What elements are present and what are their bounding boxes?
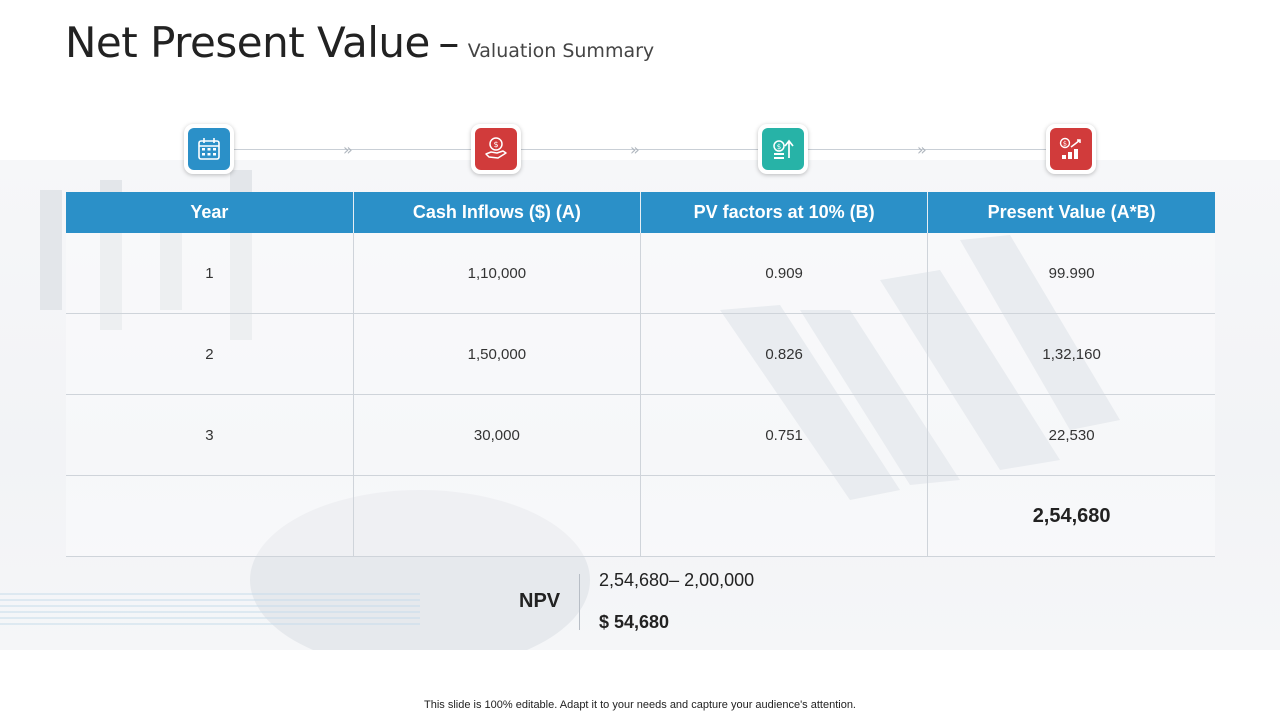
header-cash-inflows: Cash Inflows ($) (A) <box>352 192 642 233</box>
dollar-growth-icon: $ <box>758 124 808 174</box>
chevron-right-icon: » <box>343 140 353 159</box>
cell-year: 1 <box>66 233 354 314</box>
npv-result: $ 54,680 <box>599 612 670 632</box>
cell-year: 3 <box>66 394 354 476</box>
npv-divider <box>579 574 580 630</box>
title-dash: – <box>438 18 460 67</box>
total-row: 2,54,680 <box>66 475 1215 557</box>
empty-cell <box>639 475 929 557</box>
calendar-icon <box>184 124 234 174</box>
cell-present-value: 99.990 <box>927 233 1215 314</box>
table-row: 1 1,10,000 0.909 99.990 <box>66 233 1215 314</box>
table-header-row: Year Cash Inflows ($) (A) PV factors at … <box>66 192 1215 233</box>
cell-cash-inflow: 1,50,000 <box>352 313 642 395</box>
npv-label: NPV <box>519 590 561 612</box>
cell-present-value: 1,32,160 <box>927 313 1215 395</box>
slide-title: Net Present Value – Valuation Summary <box>65 18 654 67</box>
chevron-right-icon: » <box>630 140 640 159</box>
total-present-value: 2,54,680 <box>927 475 1215 557</box>
table-row: 3 30,000 0.751 22,530 <box>66 394 1215 476</box>
header-pv-factors: PV factors at 10% (B) <box>639 192 929 233</box>
chevron-right-icon: » <box>917 140 927 159</box>
connector-line <box>808 149 1046 150</box>
svg-text:$: $ <box>1063 140 1067 148</box>
title-main: Net Present Value <box>65 18 430 67</box>
svg-text:$: $ <box>493 140 498 149</box>
empty-cell <box>352 475 642 557</box>
cell-cash-inflow: 1,10,000 <box>352 233 642 314</box>
header-year: Year <box>66 192 354 233</box>
footer-note: This slide is 100% editable. Adapt it to… <box>424 699 856 711</box>
cell-year: 2 <box>66 313 354 395</box>
cell-pv-factor: 0.751 <box>639 394 929 476</box>
empty-cell <box>66 475 354 557</box>
cell-pv-factor: 0.826 <box>639 313 929 395</box>
cell-pv-factor: 0.909 <box>639 233 929 314</box>
npv-table: Year Cash Inflows ($) (A) PV factors at … <box>66 192 1215 557</box>
svg-text:$: $ <box>777 143 781 151</box>
connector-line <box>521 149 759 150</box>
title-subtitle: Valuation Summary <box>467 40 655 62</box>
npv-formula: 2,54,680– 2,00,000 <box>599 570 755 590</box>
cell-present-value: 22,530 <box>927 394 1215 476</box>
connector-line <box>234 149 472 150</box>
cell-cash-inflow: 30,000 <box>352 394 642 476</box>
header-present-value: Present Value (A*B) <box>927 192 1215 233</box>
money-hand-icon: $ <box>471 124 521 174</box>
dollar-chart-icon: $ <box>1046 124 1096 174</box>
table-row: 2 1,50,000 0.826 1,32,160 <box>66 313 1215 395</box>
